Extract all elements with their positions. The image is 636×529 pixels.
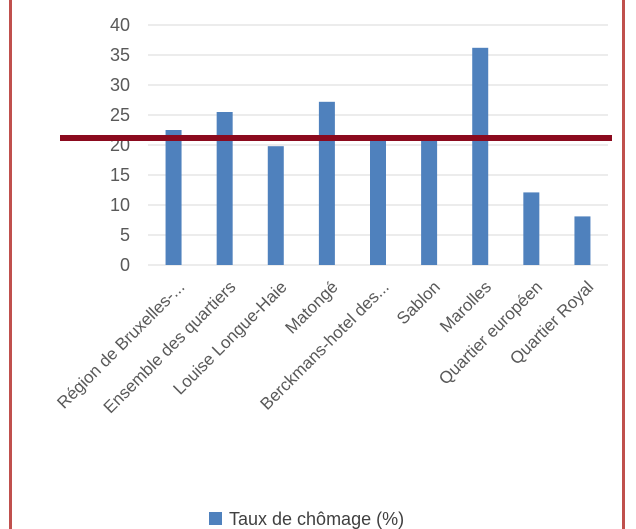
bar — [318, 101, 335, 265]
y-tick-label: 40 — [110, 15, 130, 35]
bar — [216, 112, 233, 265]
bar — [267, 146, 284, 265]
frame-border-right — [622, 0, 625, 529]
category-labels: Région de Bruxelles-...Ensemble des quar… — [53, 277, 597, 417]
bar — [421, 138, 438, 265]
bar — [370, 140, 386, 265]
bar — [574, 216, 591, 265]
y-tick-label: 30 — [110, 75, 130, 95]
y-tick-label: 35 — [110, 45, 130, 65]
y-tick-label: 25 — [110, 105, 130, 125]
y-tick-label: 15 — [110, 165, 130, 185]
y-tick-label: 0 — [120, 255, 130, 275]
category-label: Sablon — [393, 277, 444, 328]
y-tick-label: 5 — [120, 225, 130, 245]
bars — [165, 47, 591, 265]
y-tick-label: 10 — [110, 195, 130, 215]
bar — [165, 130, 182, 265]
legend-label: Taux de chômage (%) — [229, 509, 404, 529]
bar — [472, 47, 489, 265]
legend: Taux de chômage (%) — [209, 509, 404, 529]
legend-swatch — [209, 512, 222, 525]
frame-border-left — [9, 0, 12, 529]
bar — [523, 192, 540, 265]
